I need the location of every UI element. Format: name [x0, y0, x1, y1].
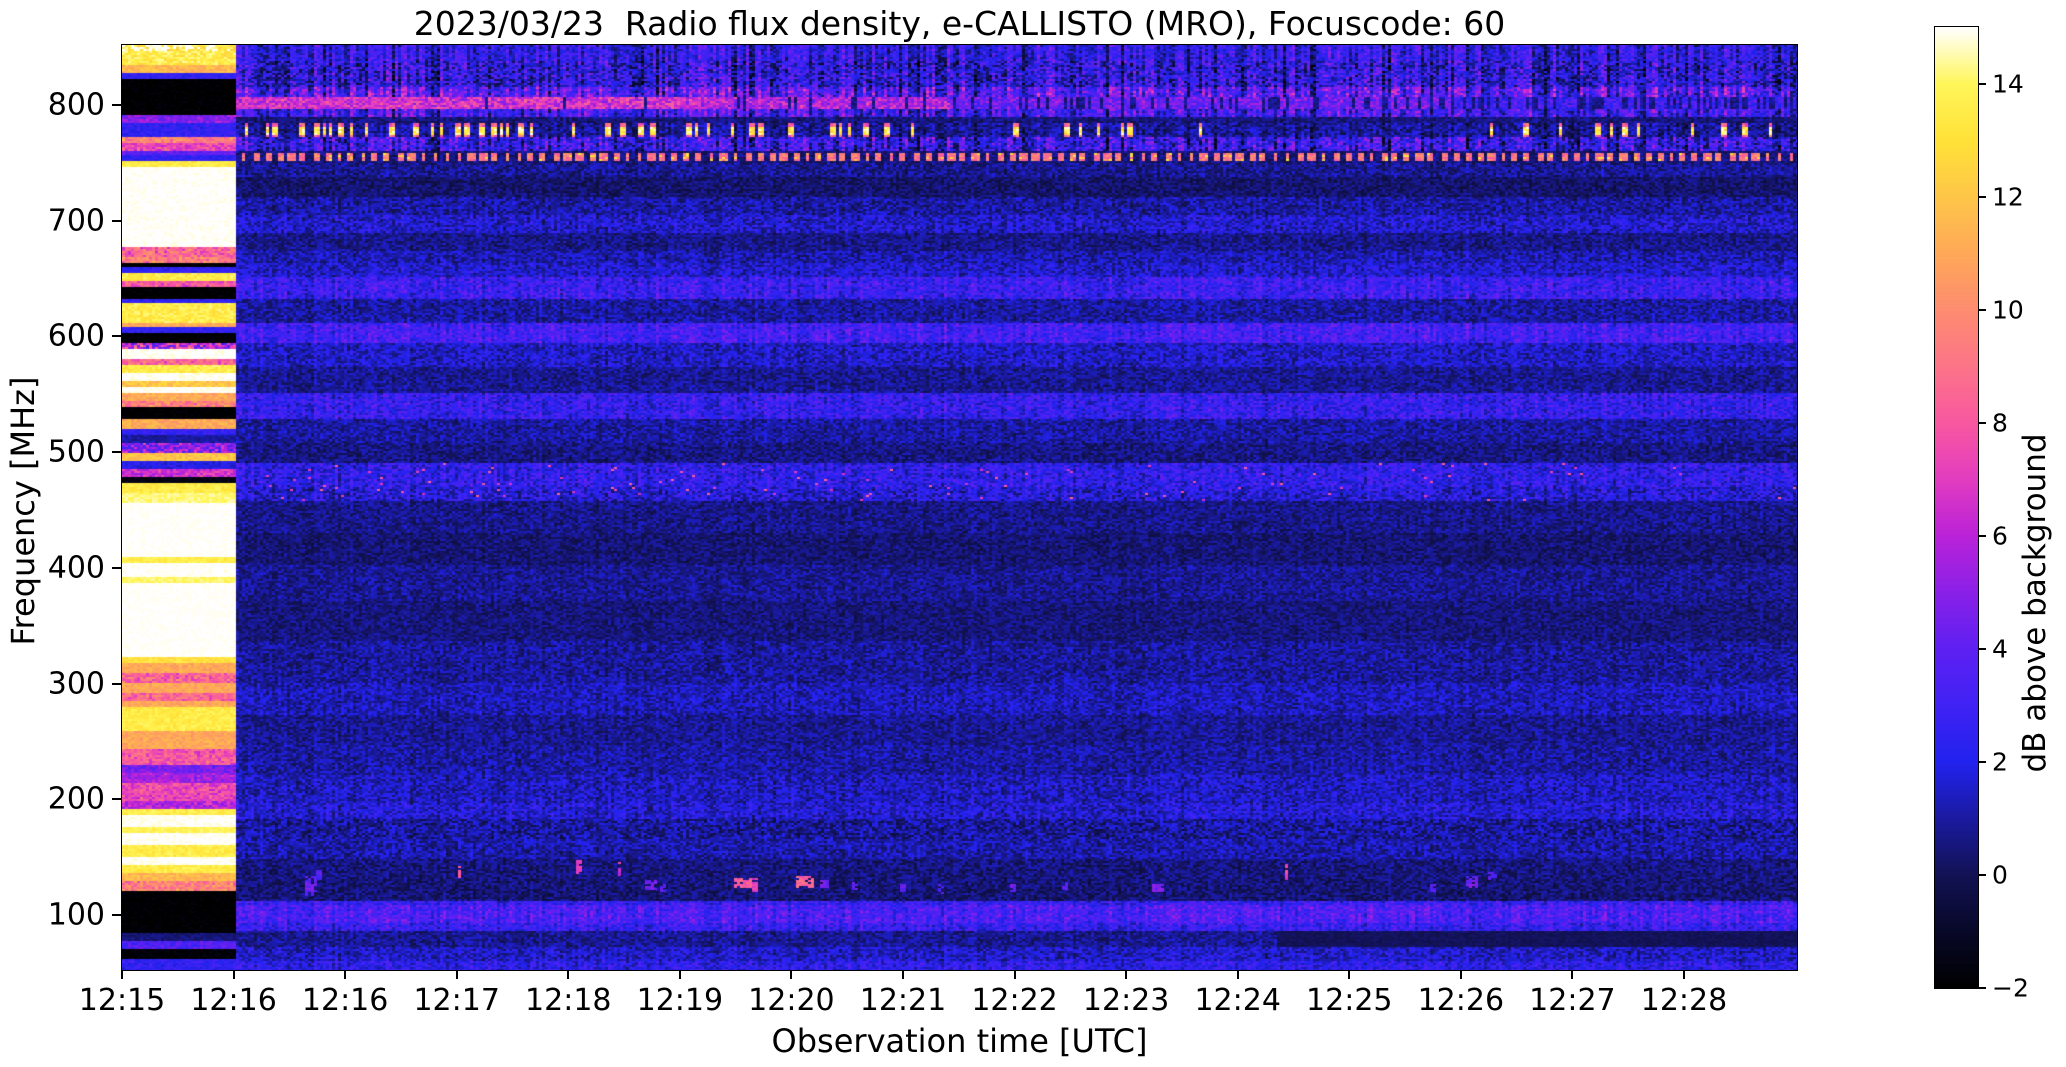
x-tick-label: 12:28 [1640, 983, 1728, 1018]
x-tick-mark [121, 970, 123, 979]
x-tick-label: 12:21 [859, 983, 947, 1018]
y-tick-label: 300 [47, 666, 105, 702]
x-tick-mark [1236, 970, 1239, 979]
y-tick-label: 200 [47, 781, 105, 817]
y-tick-label: 100 [47, 897, 105, 933]
y-tick-mark [112, 219, 121, 222]
x-tick-mark [1013, 970, 1016, 979]
x-tick-mark [1459, 970, 1462, 979]
y-tick-label: 500 [47, 434, 105, 470]
colorbar-tick-label: 10 [1992, 295, 2024, 325]
colorbar-tick-mark [1978, 195, 1986, 198]
colorbar-tick-label: 4 [1992, 634, 2008, 664]
x-tick-label: 12:25 [1306, 983, 1393, 1018]
x-tick-label: 12:15 [78, 983, 166, 1018]
colorbar-tick-mark [1978, 647, 1986, 650]
colorbar-tick-label: −2 [1992, 973, 2029, 1003]
y-tick-mark [112, 335, 121, 338]
colorbar-tick-label: 14 [1992, 69, 2024, 99]
x-tick-mark [1125, 970, 1128, 979]
y-tick-label: 600 [47, 318, 105, 354]
y-tick-mark [112, 682, 121, 685]
colorbar-tick-mark [1978, 421, 1986, 424]
x-tick-label: 12:17 [413, 983, 500, 1018]
x-tick-label: 12:23 [1082, 983, 1170, 1018]
x-tick-label: 12:20 [748, 983, 835, 1018]
colorbar-tick-label: 2 [1992, 747, 2008, 777]
y-tick-mark [112, 451, 121, 454]
x-tick-mark [790, 970, 793, 979]
y-tick-mark [112, 104, 121, 106]
colorbar-tick-mark [1978, 534, 1986, 537]
y-tick-label: 800 [47, 87, 105, 123]
y-tick-mark [112, 798, 121, 801]
colorbar-tick-label: 12 [1992, 182, 2024, 212]
x-tick-mark [1571, 970, 1574, 979]
colorbar-tick-mark [1978, 82, 1986, 85]
x-tick-mark [1348, 970, 1351, 979]
x-tick-label: 12:16 [190, 983, 277, 1018]
x-tick-label: 12:22 [971, 983, 1058, 1018]
y-tick-mark [112, 566, 121, 569]
x-tick-mark [567, 970, 570, 979]
x-tick-mark [1682, 970, 1685, 979]
colorbar-tick-mark [1978, 873, 1986, 876]
colorbar-tick-label: 0 [1992, 860, 2008, 890]
x-tick-label: 12:16 [301, 983, 389, 1018]
colorbar-tick-mark [1978, 760, 1986, 763]
colorbar-tick-label: 8 [1992, 408, 2008, 438]
x-axis-label: Observation time [UTC] [771, 1022, 1148, 1060]
y-tick-label: 400 [47, 550, 105, 586]
y-tick-label: 700 [47, 203, 105, 239]
chart-title: 2023/03/23 Radio flux density, e-CALLIST… [413, 4, 1506, 43]
x-tick-mark [344, 970, 347, 979]
x-tick-mark [678, 970, 681, 979]
colorbar-label: dB above background [2017, 433, 2053, 773]
x-tick-label: 12:24 [1194, 983, 1281, 1018]
colorbar-tick-label: 6 [1992, 521, 2008, 551]
colorbar-canvas [1934, 26, 1978, 988]
y-tick-mark [112, 913, 121, 916]
x-tick-mark [232, 970, 235, 979]
colorbar [1933, 25, 1979, 989]
x-tick-mark [455, 970, 458, 979]
x-tick-label: 12:19 [636, 983, 724, 1018]
colorbar-tick-mark [1978, 987, 1986, 989]
x-tick-mark [901, 970, 904, 979]
plot-area [120, 43, 1798, 971]
colorbar-tick-mark [1978, 308, 1986, 311]
spectrogram-canvas [121, 44, 1797, 970]
x-tick-label: 12:18 [525, 983, 612, 1018]
x-tick-label: 12:26 [1417, 983, 1505, 1018]
x-tick-label: 12:27 [1529, 983, 1616, 1018]
